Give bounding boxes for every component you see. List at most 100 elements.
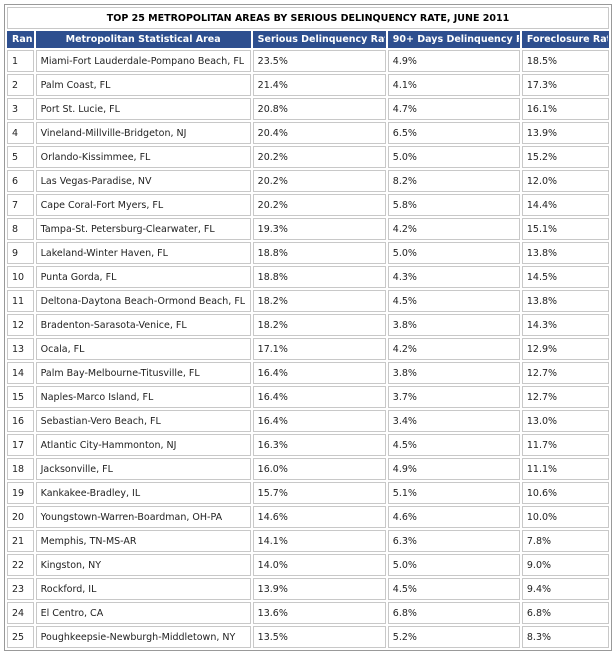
table-cell: 13.9% <box>252 578 386 600</box>
table-row: 21 Memphis, TN-MS-AR 14.1% 6.3% 7.8% <box>7 530 609 552</box>
table-cell: Punta Gorda, FL <box>35 266 251 288</box>
table-cell: 13.6% <box>252 602 386 624</box>
table-cell: 12.0% <box>521 170 609 192</box>
table-cell: 16.4% <box>252 410 386 432</box>
table-row: 6 Las Vegas-Paradise, NV 20.2% 8.2% 12.0% <box>7 170 609 192</box>
table-cell: El Centro, CA <box>35 602 251 624</box>
table-cell: 17 <box>7 434 34 456</box>
table-cell: 13.5% <box>252 626 386 648</box>
table-cell: 7.8% <box>521 530 609 552</box>
table-cell: 3.4% <box>387 410 520 432</box>
table-cell: 16.3% <box>252 434 386 456</box>
table-title: TOP 25 METROPOLITAN AREAS BY SERIOUS DEL… <box>7 7 609 29</box>
table-cell: 6.5% <box>387 122 520 144</box>
table-cell: 3 <box>7 98 34 120</box>
table-cell: 16 <box>7 410 34 432</box>
table-cell: Port St. Lucie, FL <box>35 98 251 120</box>
table-cell: Deltona-Daytona Beach-Ormond Beach, FL <box>35 290 251 312</box>
table-cell: 14.1% <box>252 530 386 552</box>
table-cell: Poughkeepsie-Newburgh-Middletown, NY <box>35 626 251 648</box>
table-cell: Lakeland-Winter Haven, FL <box>35 242 251 264</box>
table-row: 18 Jacksonville, FL 16.0% 4.9% 11.1% <box>7 458 609 480</box>
table-cell: 4.2% <box>387 218 520 240</box>
table-cell: 16.1% <box>521 98 609 120</box>
table-cell: 13.8% <box>521 242 609 264</box>
table-cell: 4.5% <box>387 290 520 312</box>
table-cell: 13.9% <box>521 122 609 144</box>
table-cell: Bradenton-Sarasota-Venice, FL <box>35 314 251 336</box>
table-cell: 23 <box>7 578 34 600</box>
table-cell: Kingston, NY <box>35 554 251 576</box>
table-row: 24 El Centro, CA 13.6% 6.8% 6.8% <box>7 602 609 624</box>
table-cell: Ocala, FL <box>35 338 251 360</box>
header-cell: Metropolitan Statistical Area <box>35 31 251 48</box>
table-row: 23 Rockford, IL 13.9% 4.5% 9.4% <box>7 578 609 600</box>
table-cell: 14.5% <box>521 266 609 288</box>
table-cell: 23.5% <box>252 50 386 72</box>
table-cell: 15.7% <box>252 482 386 504</box>
table-cell: 4.5% <box>387 434 520 456</box>
table: TOP 25 METROPOLITAN AREAS BY SERIOUS DEL… <box>4 4 612 651</box>
table-cell: 15.2% <box>521 146 609 168</box>
table-cell: 6 <box>7 170 34 192</box>
table-cell: Kankakee-Bradley, IL <box>35 482 251 504</box>
table-cell: 16.4% <box>252 386 386 408</box>
table-cell: 19.3% <box>252 218 386 240</box>
table-row: 8 Tampa-St. Petersburg-Clearwater, FL 19.3… <box>7 218 609 240</box>
table-cell: Cape Coral-Fort Myers, FL <box>35 194 251 216</box>
table-cell: 17.1% <box>252 338 386 360</box>
table-cell: Rockford, IL <box>35 578 251 600</box>
table-row: 4 Vineland-Millville-Bridgeton, NJ 20.4% 6.… <box>7 122 609 144</box>
table-row: 13 Ocala, FL 17.1% 4.2% 12.9% <box>7 338 609 360</box>
table-cell: 1 <box>7 50 34 72</box>
table-row: 16 Sebastian-Vero Beach, FL 16.4% 3.4% 13.0% <box>7 410 609 432</box>
table-cell: 10.0% <box>521 506 609 528</box>
table-cell: 5.0% <box>387 554 520 576</box>
table-cell: 15 <box>7 386 34 408</box>
table-cell: 9.0% <box>521 554 609 576</box>
table-cell: 12.7% <box>521 386 609 408</box>
table-cell: 13 <box>7 338 34 360</box>
table-cell: 12.9% <box>521 338 609 360</box>
table-cell: 5.1% <box>387 482 520 504</box>
table-cell: 8.2% <box>387 170 520 192</box>
table-cell: 5.0% <box>387 242 520 264</box>
table-cell: 24 <box>7 602 34 624</box>
table-cell: Naples-Marco Island, FL <box>35 386 251 408</box>
table-cell: Tampa-St. Petersburg-Clearwater, FL <box>35 218 251 240</box>
table-row: 5 Orlando-Kissimmee, FL 20.2% 5.0% 15.2% <box>7 146 609 168</box>
table-cell: 2 <box>7 74 34 96</box>
table-cell: 18.8% <box>252 266 386 288</box>
table-row: 19 Kankakee-Bradley, IL 15.7% 5.1% 10.6% <box>7 482 609 504</box>
table-cell: 11 <box>7 290 34 312</box>
table-cell: 12.7% <box>521 362 609 384</box>
table-row: 17 Atlantic City-Hammonton, NJ 16.3% 4.5% 11… <box>7 434 609 456</box>
table-cell: 3.7% <box>387 386 520 408</box>
table-cell: 4.9% <box>387 50 520 72</box>
table-cell: 14 <box>7 362 34 384</box>
table-cell: 4 <box>7 122 34 144</box>
table-cell: 13.8% <box>521 290 609 312</box>
table-cell: 3.8% <box>387 314 520 336</box>
table-cell: 4.5% <box>387 578 520 600</box>
table-cell: 11.1% <box>521 458 609 480</box>
table-cell: 20.8% <box>252 98 386 120</box>
table-row: 7 Cape Coral-Fort Myers, FL 20.2% 5.8% 14.4% <box>7 194 609 216</box>
table-cell: 8.3% <box>521 626 609 648</box>
table-cell: 10.6% <box>521 482 609 504</box>
table-row: 9 Lakeland-Winter Haven, FL 18.8% 5.0% 13.8% <box>7 242 609 264</box>
table-cell: 14.6% <box>252 506 386 528</box>
table-cell: Palm Coast, FL <box>35 74 251 96</box>
table-cell: 8 <box>7 218 34 240</box>
table-cell: 12 <box>7 314 34 336</box>
table-cell: Youngstown-Warren-Boardman, OH-PA <box>35 506 251 528</box>
table-row: 12 Bradenton-Sarasota-Venice, FL 18.2% 3.8%… <box>7 314 609 336</box>
table-row: 25 Poughkeepsie-Newburgh-Middletown, NY 13… <box>7 626 609 648</box>
table-cell: 7 <box>7 194 34 216</box>
table-cell: 18.2% <box>252 314 386 336</box>
table-cell: Atlantic City-Hammonton, NJ <box>35 434 251 456</box>
table-cell: 21 <box>7 530 34 552</box>
table-cell: Las Vegas-Paradise, NV <box>35 170 251 192</box>
table-cell: 14.3% <box>521 314 609 336</box>
table-row: 1 Miami-Fort Lauderdale-Pompano Beach, FL… <box>7 50 609 72</box>
